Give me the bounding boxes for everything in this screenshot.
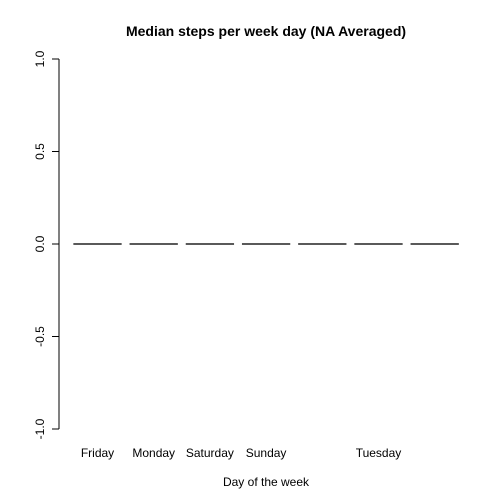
x-tick-label: Friday [81,446,114,460]
x-tick-label: Saturday [186,446,234,460]
y-tick-label: 0.5 [33,143,47,160]
chart-title: Median steps per week day (NA Averaged) [126,23,406,39]
y-tick-label: -1.0 [33,418,47,439]
x-tick-labels: Friday Monday Saturday Sunday Tuesday [81,446,401,460]
y-tick-label: -0.5 [33,326,47,347]
y-tick-label: 0.0 [33,235,47,252]
x-tick-label: Sunday [246,446,287,460]
y-axis: -1.0 -0.5 0.0 0.5 1.0 [33,50,60,439]
x-tick-label: Tuesday [356,446,402,460]
x-tick-label: Monday [132,446,175,460]
y-tick-label: 1.0 [33,50,47,67]
x-axis-label: Day of the week [223,475,310,489]
